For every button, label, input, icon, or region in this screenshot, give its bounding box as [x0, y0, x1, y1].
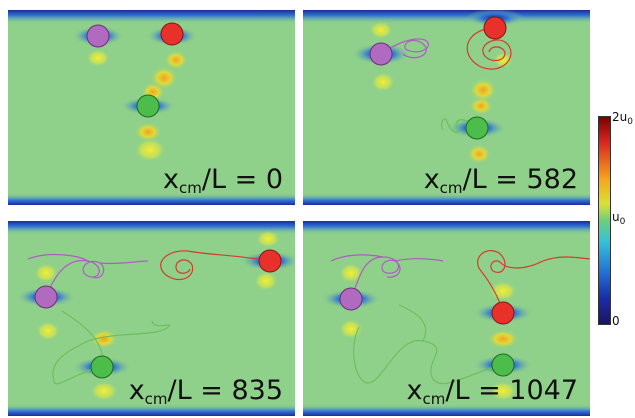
red-particle	[160, 22, 184, 46]
green-trajectory	[441, 118, 478, 134]
purple-trajectory	[27, 253, 149, 298]
bottom-wall	[8, 193, 295, 205]
colorbar-top-label: 2u0	[612, 110, 633, 127]
red-trajectory	[466, 27, 512, 70]
colorbar	[598, 116, 611, 325]
red-particle	[491, 301, 515, 325]
colorbar-bottom-label: 0	[612, 314, 620, 328]
purple-particle	[339, 287, 363, 311]
flow-field-2	[303, 10, 590, 205]
bottom-wall	[303, 193, 590, 205]
bottom-wall	[303, 404, 590, 416]
green-trajectory	[352, 304, 504, 385]
green-particle	[136, 94, 160, 118]
panel-label: xcm/L = 0	[163, 164, 283, 197]
purple-particle	[34, 285, 58, 309]
purple-trajectory	[380, 38, 429, 59]
flow-field-4	[303, 221, 590, 416]
green-particle	[491, 353, 515, 377]
panel-label: xcm/L = 582	[423, 164, 578, 197]
red-trajectory	[477, 250, 590, 314]
panel-2: xcm/L = 582	[303, 10, 590, 205]
red-trajectory	[160, 250, 271, 280]
green-particle	[90, 355, 114, 379]
top-wall	[303, 221, 590, 235]
purple-particle	[86, 24, 110, 48]
top-wall	[303, 10, 590, 24]
panel-label: xcm/L = 1047	[406, 375, 578, 408]
flow-field-1	[8, 10, 295, 205]
flow-field-3	[8, 221, 295, 416]
purple-trajectory	[330, 254, 444, 300]
bottom-wall	[8, 404, 295, 416]
red-particle	[483, 16, 507, 40]
red-particle	[258, 249, 282, 273]
top-wall	[8, 221, 295, 235]
panel-label: xcm/L = 835	[128, 375, 283, 408]
panel-4: xcm/L = 1047	[303, 221, 590, 416]
green-particle	[465, 116, 489, 140]
panel-3: xcm/L = 835	[8, 221, 295, 416]
panel-1: xcm/L = 0	[8, 10, 295, 205]
colorbar-mid-label: u0	[612, 210, 626, 227]
top-wall	[8, 10, 295, 24]
purple-particle	[369, 42, 393, 66]
